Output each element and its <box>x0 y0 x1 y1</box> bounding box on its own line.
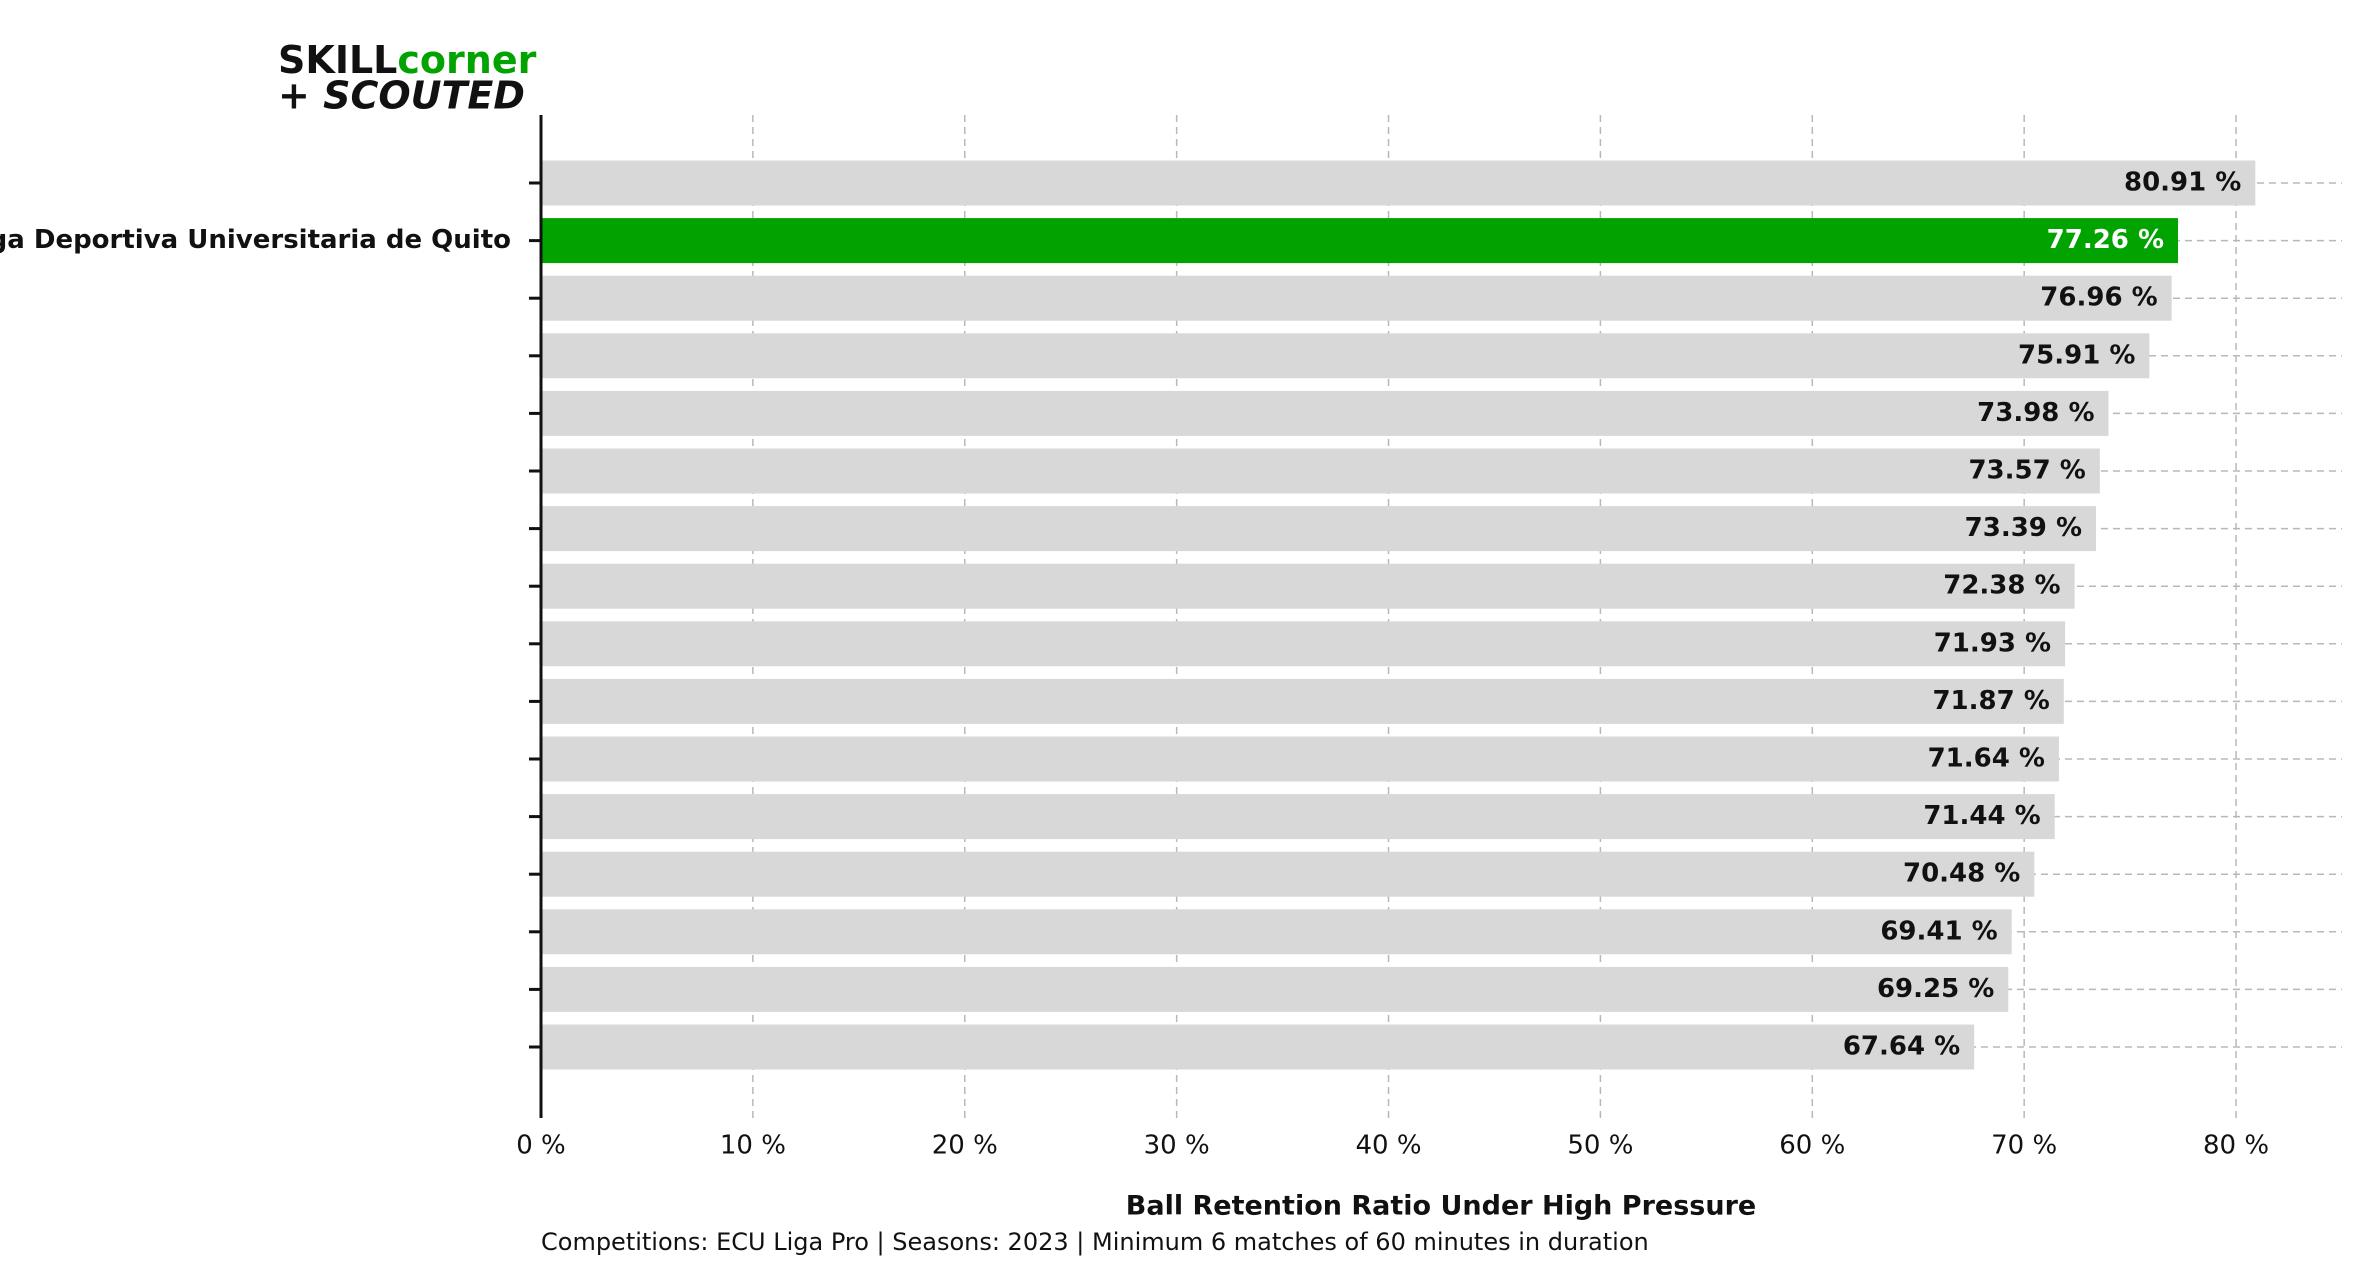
x-tick-label: 40 % <box>1355 1131 1421 1161</box>
value-label: 69.41 % <box>1880 916 1997 946</box>
bar <box>541 851 2035 897</box>
y-tick-label: Liga Deportiva Universitaria de Quito <box>0 225 511 255</box>
bar <box>541 794 2055 840</box>
bar <box>541 621 2066 667</box>
value-label: 80.91 % <box>2124 168 2241 198</box>
bar <box>541 909 2012 955</box>
bar <box>541 736 2059 782</box>
x-tick-label: 0 % <box>516 1131 566 1161</box>
logo-brand: SKILL <box>278 38 397 82</box>
value-label: 67.64 % <box>1843 1032 1960 1062</box>
x-tick-label: 20 % <box>932 1131 998 1161</box>
value-label: 77.26 % <box>2047 225 2164 255</box>
value-label: 71.64 % <box>1928 744 2045 774</box>
x-tick-label: 50 % <box>1567 1131 1633 1161</box>
x-tick-label: 60 % <box>1779 1131 1845 1161</box>
value-label: 71.44 % <box>1923 801 2040 831</box>
bars: 80.91 % 77.26 % 76.96 % 75.91 % 73.98 % 73.57… <box>541 160 2256 1070</box>
bar <box>541 506 2097 552</box>
x-tick-label: 80 % <box>2203 1131 2269 1161</box>
value-label: 75.91 % <box>2018 340 2135 370</box>
bar <box>541 390 2109 436</box>
value-label: 70.48 % <box>1903 859 2020 889</box>
bar <box>541 966 2009 1012</box>
x-tick-label: 10 % <box>720 1131 786 1161</box>
value-label: 71.87 % <box>1932 686 2049 716</box>
value-label: 73.39 % <box>1965 513 2082 543</box>
value-label: 72.38 % <box>1943 571 2060 601</box>
caption: Competitions: ECU Liga Pro | Seasons: 20… <box>541 1228 1649 1256</box>
logo-product: + SCOUTED <box>278 74 525 118</box>
x-tick-label: 30 % <box>1144 1131 1210 1161</box>
value-label: 69.25 % <box>1877 974 1994 1004</box>
bar <box>541 275 2172 321</box>
value-label: 71.93 % <box>1934 628 2051 658</box>
bar <box>541 160 2256 206</box>
logo-accent: corner <box>397 38 536 82</box>
value-label: 76.96 % <box>2040 283 2157 313</box>
bar <box>541 333 2150 379</box>
logo: SKILLcorner <box>278 38 537 82</box>
bar <box>541 563 2075 609</box>
value-label: 73.57 % <box>1968 456 2085 486</box>
value-label: 73.98 % <box>1977 398 2094 428</box>
bar <box>541 218 2179 264</box>
x-axis-label: Ball Retention Ratio Under High Pressure <box>1126 1191 1756 1222</box>
bar <box>541 448 2100 494</box>
bar <box>541 678 2064 724</box>
x-tick-label: 70 % <box>1991 1131 2057 1161</box>
bar <box>541 1024 1975 1070</box>
